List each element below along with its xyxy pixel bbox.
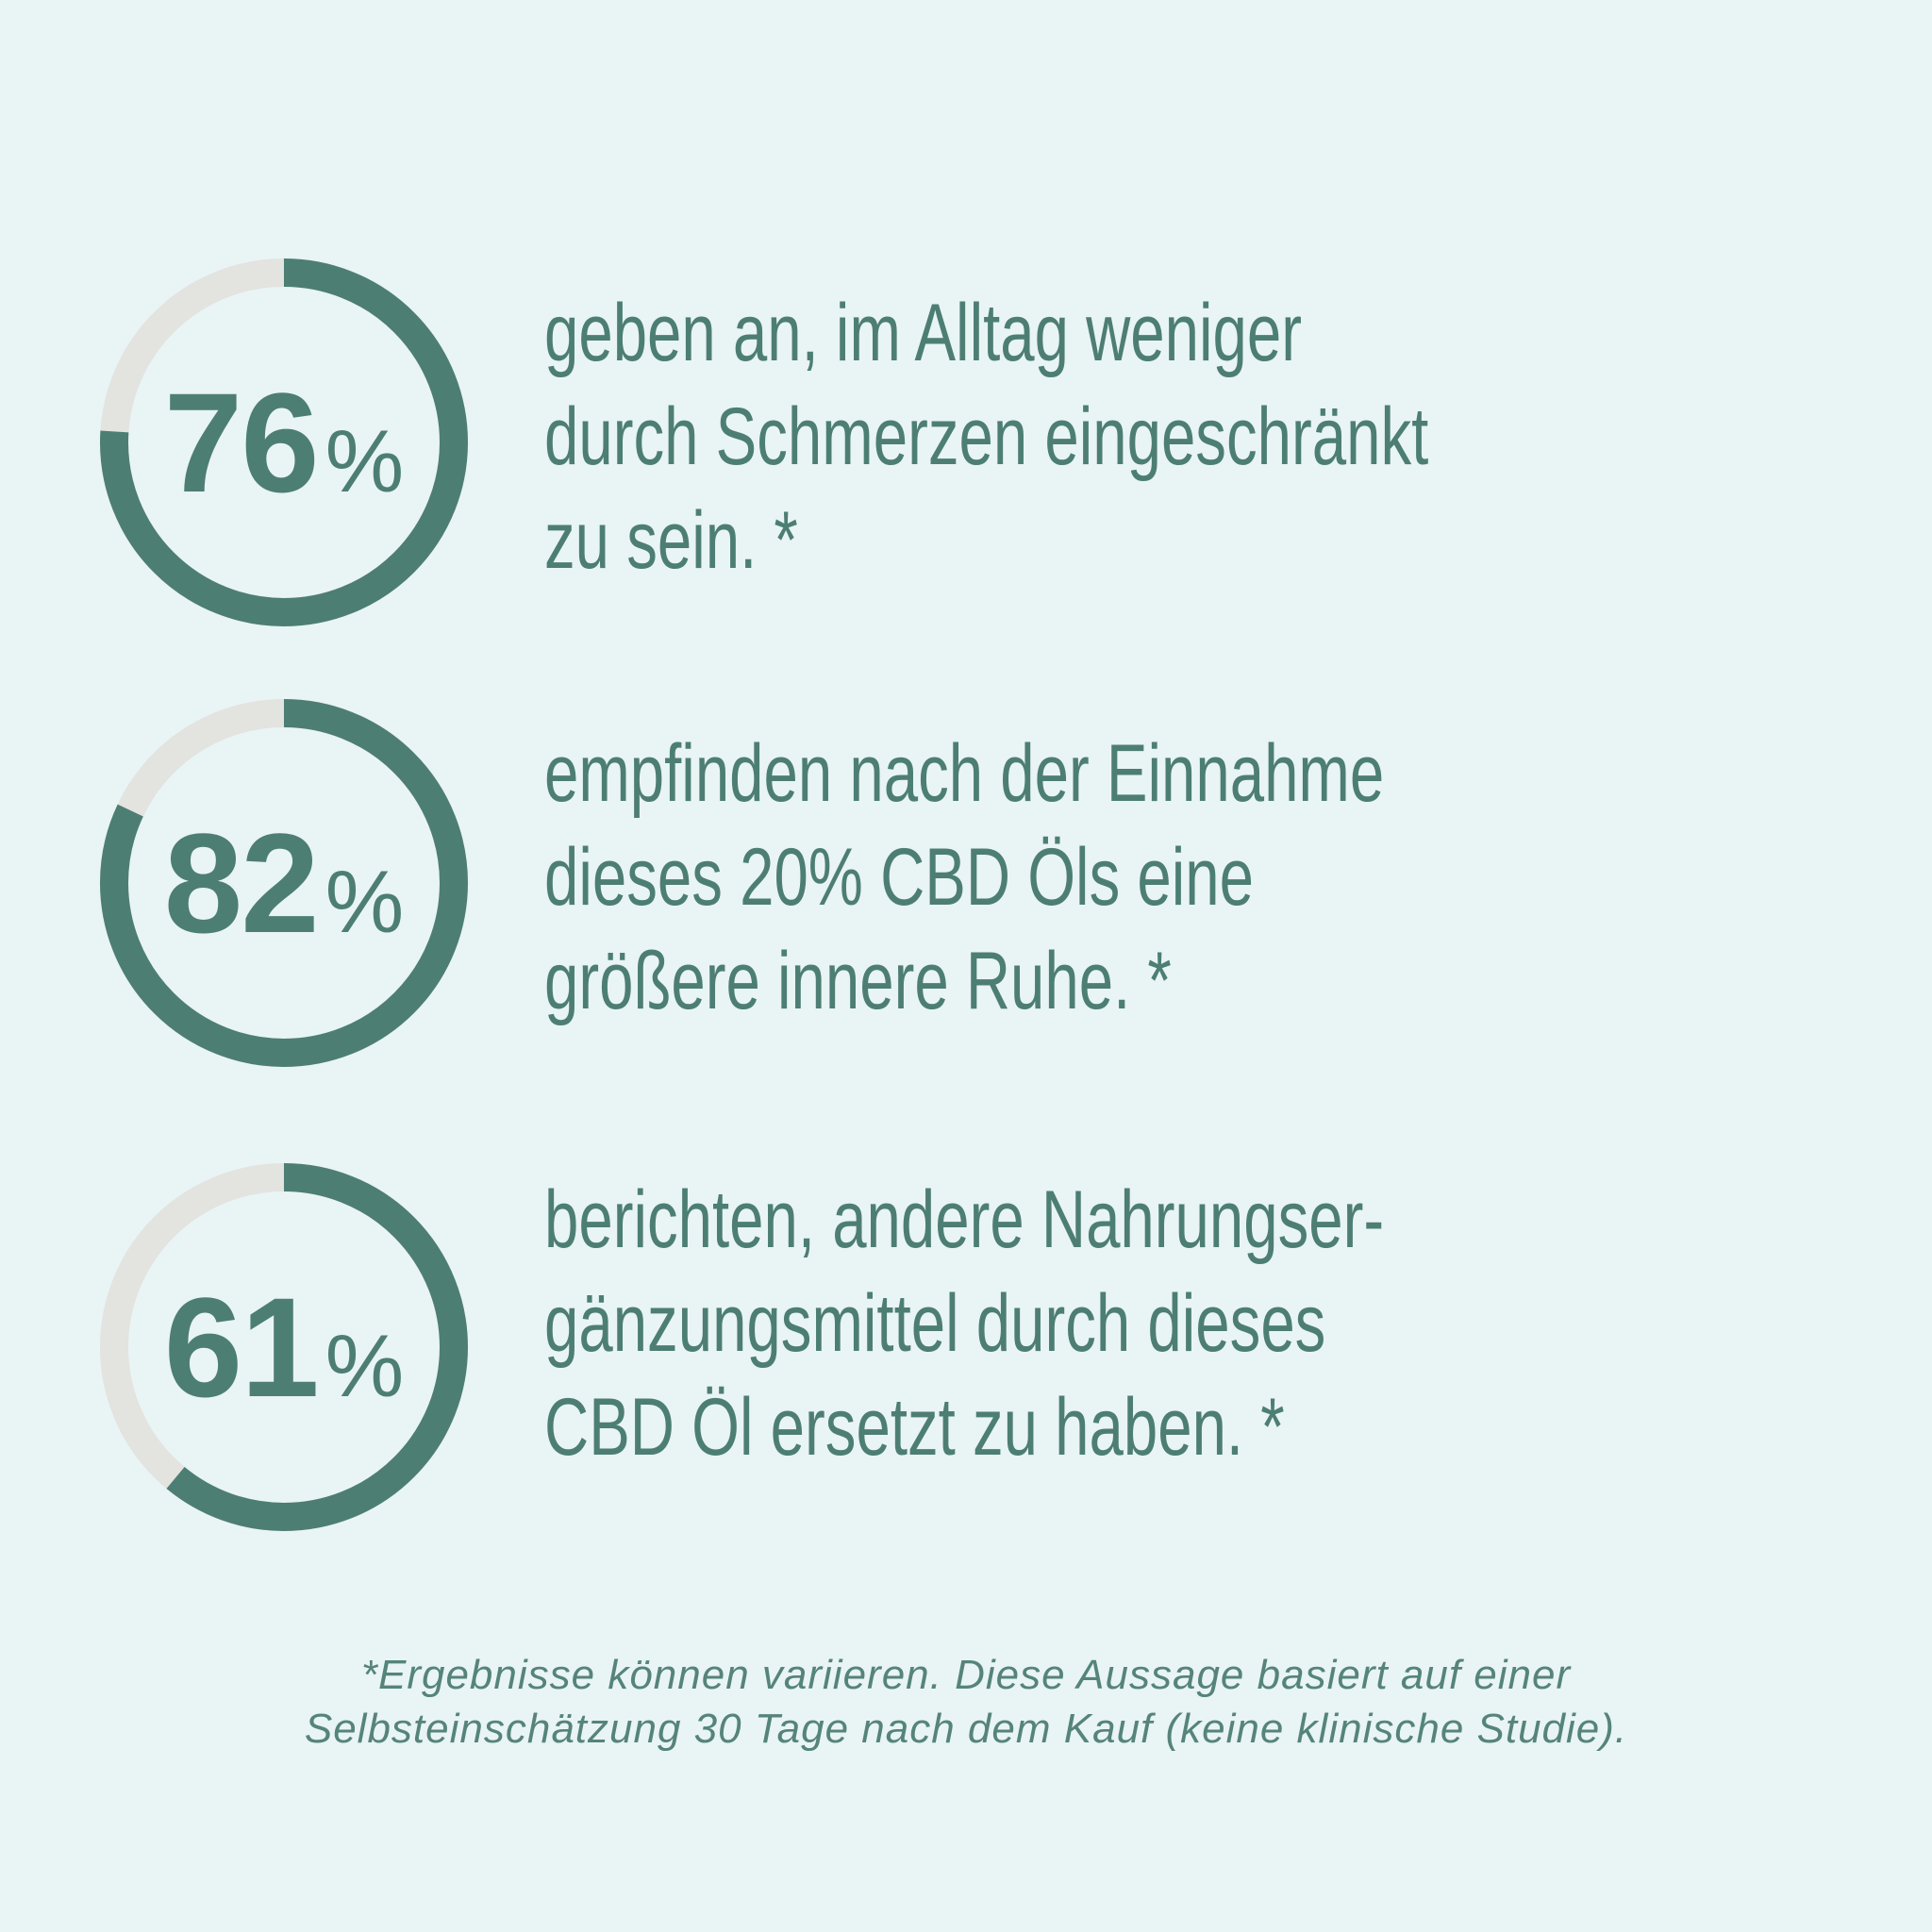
donut-chart-76: 76 %	[100, 258, 468, 626]
donut-ring-icon	[100, 1163, 468, 1531]
stat-description: empfinden nach der Einnahme dieses 20% C…	[544, 722, 1835, 1033]
donut-fill-ring	[100, 699, 468, 1067]
footnote-line: Selbsteinschätzung 30 Tage nach dem Kauf…	[304, 1706, 1628, 1752]
stat-value-group: 76 %	[164, 372, 404, 513]
donut-track-ring	[100, 1163, 468, 1531]
stat-description-line: durch Schmerzen eingeschränkt	[544, 391, 1429, 482]
stat-value: 76	[163, 363, 320, 522]
percent-sign: %	[325, 1316, 405, 1415]
donut-ring-icon	[100, 699, 468, 1067]
stat-value-group: 82 %	[164, 812, 404, 954]
donut-fill-ring	[100, 1163, 468, 1531]
donut-chart-61: 61 %	[100, 1163, 468, 1531]
stat-description-line: geben an, im Alltag weniger	[544, 288, 1302, 378]
stat-description: geben an, im Alltag weniger durch Schmer…	[544, 281, 1835, 592]
footnote-disclaimer: *Ergebnisse können variieren. Diese Auss…	[0, 1648, 1932, 1756]
stat-value-group: 61 %	[164, 1276, 404, 1418]
donut-track-ring	[100, 258, 468, 626]
percent-sign: %	[325, 411, 405, 510]
stat-description-line: berichten, andere Nahrungser-	[544, 1174, 1385, 1265]
stat-description-line: zu sein. *	[544, 495, 798, 586]
footnote-line: *Ergebnisse können variieren. Diese Auss…	[360, 1652, 1572, 1698]
donut-chart-82: 82 %	[100, 699, 468, 1067]
donut-label: 61 %	[100, 1163, 468, 1531]
donut-label: 76 %	[100, 258, 468, 626]
stat-description-line: empfinden nach der Einnahme	[544, 728, 1385, 819]
stat-value: 82	[163, 804, 320, 962]
stat-description: berichten, andere Nahrungser- gänzungsmi…	[544, 1168, 1835, 1479]
stat-value: 61	[163, 1268, 320, 1426]
stat-description-line: gänzungsmittel durch dieses	[544, 1278, 1326, 1369]
percent-sign: %	[325, 852, 405, 951]
stat-description-line: größere innere Ruhe. *	[544, 936, 1172, 1026]
donut-fill-ring	[100, 258, 468, 626]
stat-description-line: CBD Öl ersetzt zu haben. *	[544, 1382, 1285, 1473]
stat-description-line: dieses 20% CBD Öls eine	[544, 832, 1254, 923]
donut-label: 82 %	[100, 699, 468, 1067]
donut-ring-icon	[100, 258, 468, 626]
donut-track-ring	[100, 699, 468, 1067]
